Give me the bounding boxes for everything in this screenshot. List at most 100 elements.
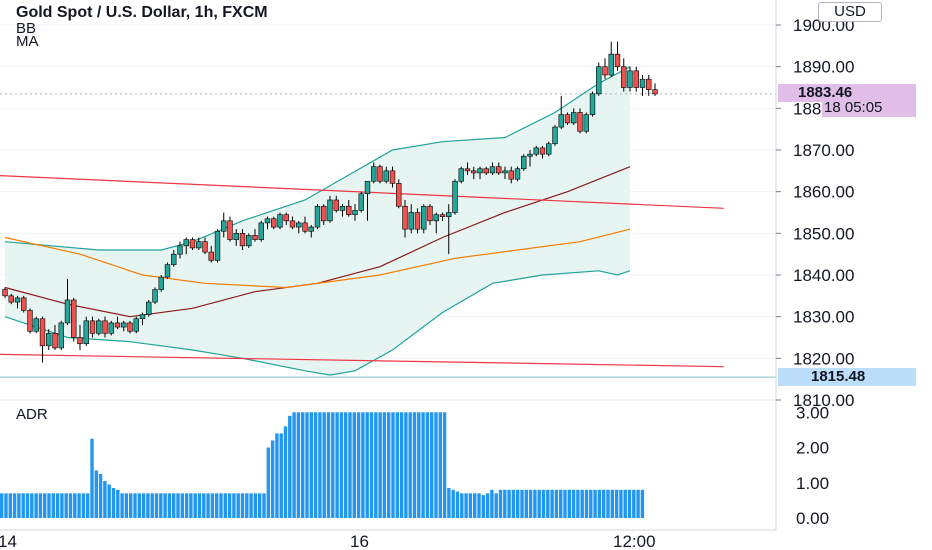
adr-tick-label: 3.00 xyxy=(796,403,829,422)
adr-bar xyxy=(279,433,283,518)
adr-bar xyxy=(283,426,288,518)
adr-bar xyxy=(503,489,507,518)
candle-body xyxy=(496,166,502,174)
candle-body xyxy=(139,314,146,320)
candle-body xyxy=(2,289,8,297)
adr-bar xyxy=(55,493,60,518)
candle-body xyxy=(652,89,658,95)
adr-bar xyxy=(438,412,442,518)
adr-bar xyxy=(516,489,520,518)
adr-bar xyxy=(395,412,399,518)
adr-bar xyxy=(339,412,344,518)
adr-bar xyxy=(103,481,107,518)
candle-body xyxy=(627,70,633,88)
candle-body xyxy=(483,168,489,174)
adr-bar xyxy=(215,493,219,518)
candle-body xyxy=(583,114,589,132)
candle-body xyxy=(639,78,646,88)
adr-bar xyxy=(494,493,498,518)
adr-bar xyxy=(167,493,172,518)
candle-body xyxy=(152,289,158,303)
adr-bar xyxy=(365,412,369,518)
candle-body xyxy=(546,143,552,155)
ma-slow-line xyxy=(4,228,631,289)
adr-bar xyxy=(305,412,309,518)
adr-bar xyxy=(296,412,301,518)
price-tick-label: 1810.00 xyxy=(793,391,854,410)
adr-bar xyxy=(614,489,619,518)
candle-body xyxy=(233,233,239,240)
candle-body xyxy=(646,78,652,90)
adr-bar xyxy=(331,412,335,518)
currency-button[interactable]: USD xyxy=(818,2,882,22)
candle-body xyxy=(46,333,52,347)
adr-bar xyxy=(77,493,81,518)
adr-bar xyxy=(326,412,331,518)
adr-histogram xyxy=(0,399,776,518)
indicator-bb-label[interactable]: BB xyxy=(16,20,37,37)
candle-body xyxy=(258,222,264,240)
time-axis[interactable]: 14 16 12:00 xyxy=(0,529,776,550)
time-tick-label: 14 xyxy=(0,532,17,550)
adr-bar xyxy=(17,493,21,518)
indicator-ma-label[interactable]: MA xyxy=(16,33,39,50)
symbol-title[interactable]: Gold Spot / U.S. Dollar, 1h, FXCM xyxy=(16,4,268,21)
candle-body xyxy=(202,241,208,253)
adr-bar xyxy=(245,493,249,518)
candle-body xyxy=(171,253,177,265)
adr-bar xyxy=(189,493,193,518)
adr-bar xyxy=(176,493,180,518)
candle-body xyxy=(552,126,558,145)
adr-bar xyxy=(563,489,567,518)
candle-body xyxy=(408,212,414,230)
candle-body xyxy=(364,180,371,195)
candle-body xyxy=(227,220,233,240)
adr-bar xyxy=(262,493,266,518)
adr-bar xyxy=(382,412,387,518)
candle-body xyxy=(596,66,602,95)
adr-bar xyxy=(378,412,382,518)
adr-bar xyxy=(116,489,120,518)
candle-body xyxy=(196,241,202,249)
candle-body xyxy=(264,218,271,224)
candle-body xyxy=(608,53,614,76)
adr-bar xyxy=(541,489,546,518)
adr-bar xyxy=(589,489,593,518)
candle-body xyxy=(108,322,114,334)
adr-bar xyxy=(202,493,206,518)
adr-bar xyxy=(64,493,68,518)
candle-body xyxy=(502,170,508,174)
adr-bar xyxy=(0,493,4,518)
candle-body xyxy=(189,239,196,249)
indicator-adr-label[interactable]: ADR xyxy=(16,406,48,423)
candle-body xyxy=(558,114,564,128)
candle-body xyxy=(314,205,321,228)
adr-bar xyxy=(249,493,253,518)
adr-bar xyxy=(133,493,137,518)
candle-body xyxy=(96,320,102,334)
candle-body xyxy=(221,220,227,232)
candle-body xyxy=(302,222,308,232)
adr-bar xyxy=(430,412,434,518)
candle-body xyxy=(277,214,283,228)
price-axis[interactable]: 1810.00 1820.00 1830.00 1840.00 1850.00 1860.… xyxy=(775,0,854,530)
adr-bar xyxy=(141,493,146,518)
adr-bar xyxy=(451,489,455,518)
adr-bar xyxy=(442,412,447,518)
adr-bar xyxy=(571,489,576,518)
bb-upper-line xyxy=(4,66,631,251)
adr-bar xyxy=(30,493,34,518)
candle-body xyxy=(533,147,539,155)
candle-body xyxy=(308,226,314,232)
adr-bar xyxy=(559,489,563,518)
adr-bar xyxy=(154,493,159,518)
candle-body xyxy=(27,310,33,332)
trend-lines[interactable] xyxy=(0,93,776,378)
adr-bar xyxy=(520,489,524,518)
candle-body xyxy=(133,318,139,332)
adr-bar xyxy=(90,438,94,518)
candle-body xyxy=(389,170,396,184)
adr-bar xyxy=(387,412,391,518)
adr-bar xyxy=(81,493,86,518)
